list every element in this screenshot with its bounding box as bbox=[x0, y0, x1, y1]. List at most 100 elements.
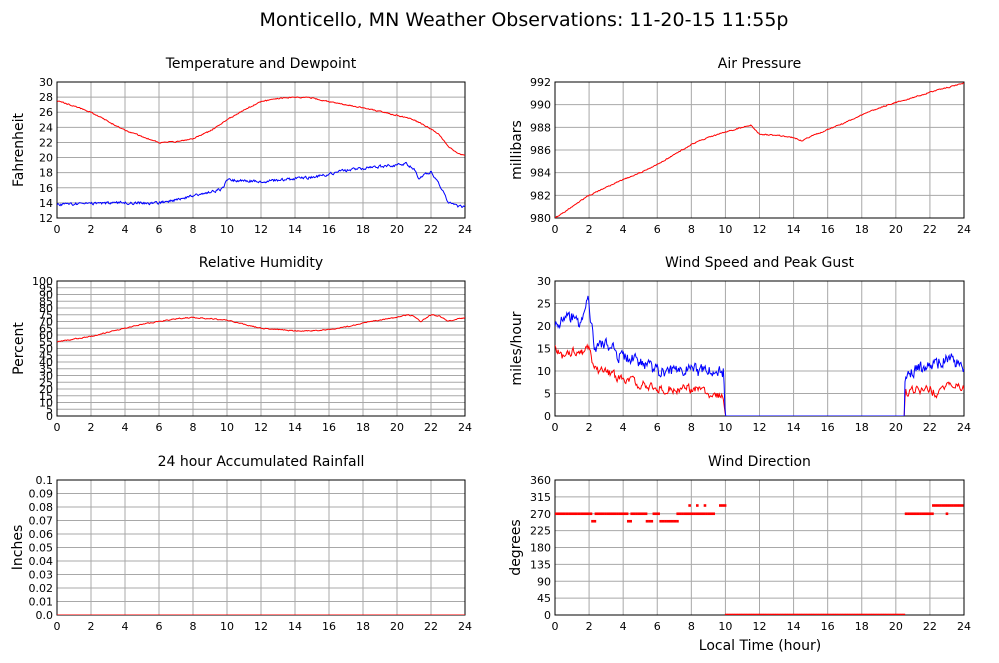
direction-point bbox=[878, 613, 882, 615]
direction-point bbox=[657, 512, 660, 516]
direction-point bbox=[820, 613, 824, 615]
direction-point bbox=[832, 613, 836, 615]
y-tick-label: 0.02 bbox=[29, 582, 54, 595]
direction-point bbox=[772, 613, 776, 615]
x-tick-label: 2 bbox=[586, 421, 593, 434]
y-axis-label: Fahrenheit bbox=[11, 112, 27, 187]
x-tick-label: 0 bbox=[552, 421, 559, 434]
x-tick-label: 0 bbox=[552, 223, 559, 236]
direction-point bbox=[593, 519, 597, 523]
direction-point bbox=[801, 613, 805, 615]
direction-point bbox=[702, 512, 706, 516]
direction-point bbox=[721, 504, 725, 507]
y-axis-label: degrees bbox=[508, 519, 524, 575]
direction-point bbox=[932, 504, 935, 507]
chart-data-group bbox=[57, 96, 465, 209]
direction-point bbox=[565, 512, 569, 516]
x-tick-label: 0 bbox=[54, 421, 61, 434]
direction-point bbox=[710, 512, 713, 516]
x-tick-label: 8 bbox=[688, 223, 695, 236]
x-tick-label: 18 bbox=[855, 223, 869, 236]
direction-point bbox=[794, 613, 798, 615]
y-tick-label: 0.1 bbox=[36, 474, 54, 487]
x-tick-label: 16 bbox=[322, 223, 336, 236]
direction-point bbox=[946, 504, 950, 507]
y-tick-label: 55 bbox=[39, 336, 53, 349]
direction-point bbox=[589, 512, 593, 516]
x-tick-label: 24 bbox=[458, 421, 472, 434]
direction-point bbox=[939, 504, 942, 507]
direction-point bbox=[676, 519, 679, 523]
direction-point bbox=[642, 512, 645, 516]
direction-point bbox=[926, 512, 929, 516]
x-tick-label: 0 bbox=[54, 223, 61, 236]
y-tick-label: 75 bbox=[39, 309, 53, 322]
y-tick-label: 85 bbox=[39, 295, 53, 308]
y-tick-label: 30 bbox=[39, 370, 53, 383]
x-tick-label: 20 bbox=[390, 223, 404, 236]
chart-title: Wind Direction bbox=[708, 454, 811, 470]
direction-point bbox=[575, 512, 578, 516]
direction-point bbox=[570, 512, 574, 516]
y-tick-label: 25 bbox=[537, 298, 551, 311]
x-tick-label: 2 bbox=[586, 223, 593, 236]
direction-point bbox=[734, 613, 738, 615]
direction-point bbox=[587, 512, 590, 516]
direction-point bbox=[666, 519, 670, 523]
direction-point bbox=[556, 512, 559, 516]
direction-point bbox=[876, 613, 879, 615]
x-tick-label: 8 bbox=[688, 620, 695, 633]
direction-point bbox=[837, 613, 841, 615]
x-tick-label: 20 bbox=[889, 223, 903, 236]
direction-point bbox=[923, 512, 927, 516]
y-tick-label: 10 bbox=[537, 365, 551, 378]
y-tick-label: 95 bbox=[39, 282, 53, 295]
x-tick-label: 22 bbox=[923, 223, 937, 236]
chart-pressure: 0 2 4 6 8 10 12 14 16 18 20 22 249809829849869889909… bbox=[509, 56, 971, 236]
direction-point bbox=[953, 504, 957, 507]
direction-point bbox=[916, 512, 920, 516]
x-tick-label: 4 bbox=[620, 421, 627, 434]
y-tick-label: 100 bbox=[32, 275, 53, 288]
x-tick-label: 12 bbox=[753, 620, 767, 633]
direction-point bbox=[661, 519, 665, 523]
direction-point bbox=[724, 613, 728, 615]
direction-point bbox=[673, 519, 677, 523]
direction-point bbox=[746, 613, 750, 615]
direction-point bbox=[936, 504, 940, 507]
direction-point bbox=[635, 512, 638, 516]
direction-point bbox=[958, 504, 962, 507]
x-tick-label: 14 bbox=[288, 223, 302, 236]
y-tick-label: 986 bbox=[530, 144, 551, 157]
x-tick-label: 14 bbox=[288, 421, 302, 434]
direction-point bbox=[775, 613, 778, 615]
direction-point bbox=[650, 519, 654, 523]
y-axis-label: miles/hour bbox=[509, 311, 525, 385]
direction-point bbox=[842, 613, 846, 615]
direction-point bbox=[799, 613, 802, 615]
direction-point bbox=[613, 512, 617, 516]
direction-point bbox=[568, 512, 571, 516]
x-tick-label: 4 bbox=[122, 223, 129, 236]
x-tick-label: 18 bbox=[855, 620, 869, 633]
direction-point bbox=[748, 613, 752, 615]
direction-point bbox=[758, 613, 762, 615]
y-tick-label: 180 bbox=[530, 542, 551, 555]
direction-point bbox=[686, 512, 689, 516]
direction-point bbox=[765, 613, 769, 615]
direction-point bbox=[681, 512, 684, 516]
plot-frame bbox=[56, 81, 466, 219]
direction-point bbox=[719, 504, 722, 507]
y-tick-label: 30 bbox=[537, 275, 551, 288]
direction-point bbox=[782, 613, 786, 615]
y-tick-label: 0 bbox=[544, 609, 551, 622]
direction-point bbox=[770, 613, 774, 615]
y-tick-label: 0 bbox=[46, 410, 53, 423]
x-axis-label: Local Time (hour) bbox=[699, 638, 821, 654]
direction-point bbox=[934, 504, 938, 507]
direction-point bbox=[960, 504, 964, 507]
y-tick-label: 0.05 bbox=[29, 542, 54, 555]
x-tick-label: 2 bbox=[88, 620, 95, 633]
direction-point bbox=[690, 512, 694, 516]
